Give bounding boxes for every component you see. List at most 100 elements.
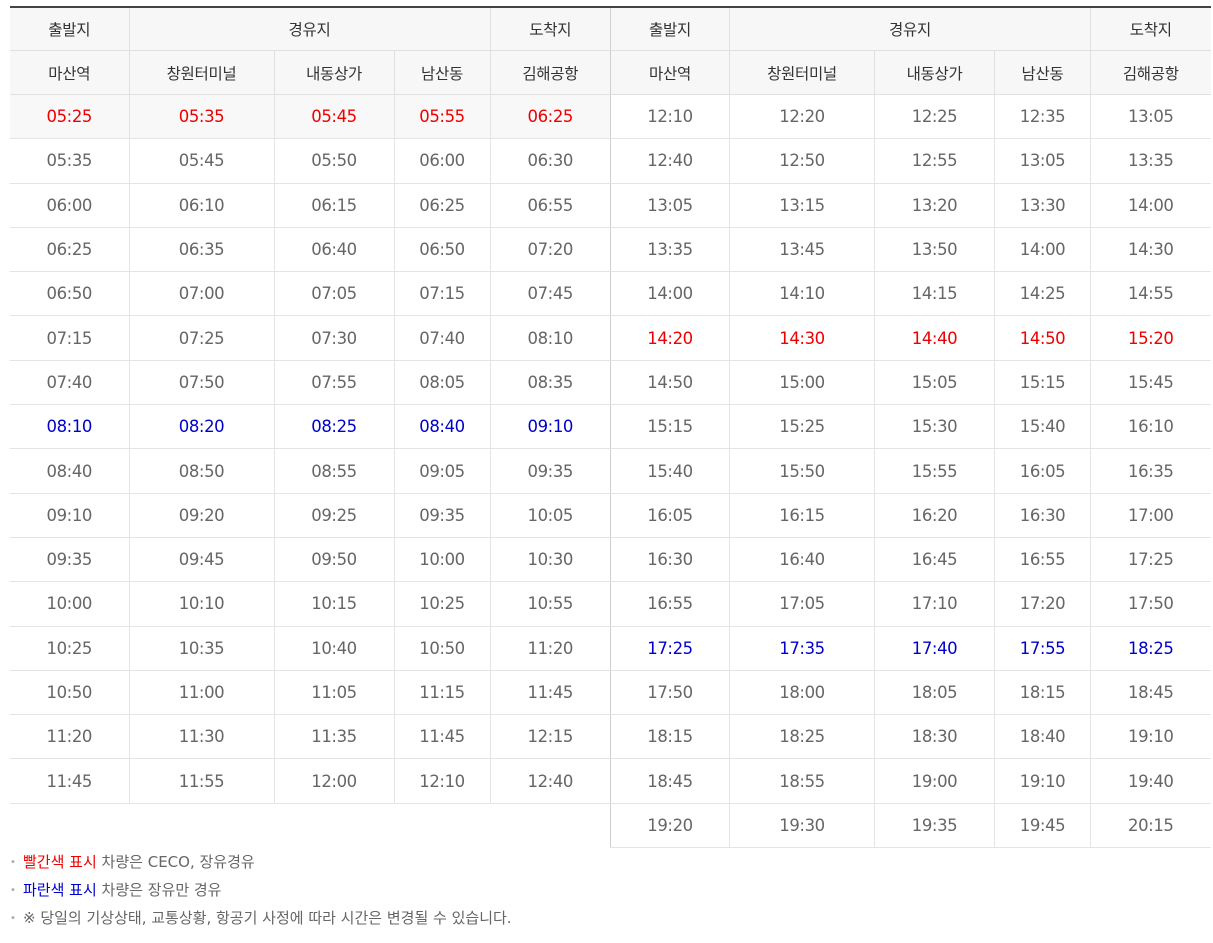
table-row: 16:30 16:40 16:45 16:55 17:25 (610, 537, 1211, 583)
time-cell: 17:05 (729, 581, 875, 627)
note-red-text: 차량은 CECO, 장유경유 (96, 853, 255, 871)
time-cell: 18:25 (729, 714, 875, 760)
header-stop-naedong: 내동상가 (874, 50, 995, 95)
time-cell: 06:10 (128, 183, 274, 228)
time-cell: 14:10 (729, 271, 875, 317)
time-cell: 16:55 (994, 537, 1091, 583)
time-cell: 13:35 (610, 227, 730, 273)
time-cell: 20:15 (1090, 803, 1211, 849)
time-cell: 18:15 (610, 714, 730, 760)
time-cell: 14:30 (1090, 227, 1211, 273)
time-cell: 08:35 (489, 360, 610, 406)
time-cell: 11:45 (10, 758, 129, 804)
time-cell: 06:35 (128, 227, 274, 273)
time-cell: 14:40 (874, 315, 995, 361)
table-row: 10:00 10:10 10:15 10:25 10:55 (10, 581, 610, 627)
time-cell: 06:25 (10, 227, 129, 273)
time-cell: 09:45 (128, 537, 274, 583)
time-cell: 10:10 (128, 581, 274, 627)
time-cell: 16:40 (729, 537, 875, 583)
time-cell: 14:25 (994, 271, 1091, 317)
time-cell: 13:30 (994, 183, 1091, 228)
time-cell: 12:15 (489, 714, 610, 760)
time-cell: 18:25 (1090, 626, 1211, 671)
time-cell: 06:25 (489, 94, 610, 140)
time-cell: 05:55 (393, 94, 490, 140)
time-cell: 10:05 (489, 493, 610, 538)
table-row: 05:25 05:35 05:45 05:55 06:25 (10, 94, 610, 140)
time-cell: 12:50 (729, 138, 875, 184)
time-cell: 17:20 (994, 581, 1091, 627)
time-cell: 09:20 (128, 493, 274, 538)
time-cell: 18:00 (729, 670, 875, 716)
time-cell: 19:40 (1090, 758, 1211, 804)
time-cell: 07:50 (128, 360, 274, 406)
table-row: 05:35 05:45 05:50 06:00 06:30 (10, 138, 610, 184)
time-cell: 14:30 (729, 315, 875, 361)
time-cell: 19:10 (1090, 714, 1211, 760)
header-arrival: 도착지 (1090, 7, 1211, 51)
time-cell: 17:40 (874, 626, 995, 671)
note-red-label: 빨간색 표시 (23, 853, 97, 871)
time-cell: 14:50 (610, 360, 730, 406)
time-cell: 11:05 (273, 670, 394, 716)
time-cell: 11:15 (393, 670, 490, 716)
time-cell: 13:35 (1090, 138, 1211, 184)
time-cell: 08:50 (128, 448, 274, 494)
time-cell: 15:45 (1090, 360, 1211, 406)
bullet-icon: • (10, 856, 16, 868)
header-departure: 출발지 (610, 7, 730, 51)
time-cell: 09:10 (10, 493, 129, 538)
time-cell: 14:00 (610, 271, 730, 317)
time-cell: 11:45 (489, 670, 610, 716)
time-cell: 11:30 (128, 714, 274, 760)
time-cell: 14:00 (994, 227, 1091, 273)
time-cell: 05:35 (128, 94, 274, 140)
header-stop-changwon-terminal: 창원터미널 (128, 50, 274, 95)
time-cell: 12:40 (489, 758, 610, 804)
time-cell: 16:15 (729, 493, 875, 538)
time-cell: 10:35 (128, 626, 274, 671)
time-cell: 07:05 (273, 271, 394, 317)
time-cell: 14:15 (874, 271, 995, 317)
time-cell: 05:45 (273, 94, 394, 140)
time-cell: 08:05 (393, 360, 490, 406)
time-cell: 11:35 (273, 714, 394, 760)
table-row: 19:20 19:30 19:35 19:45 20:15 (610, 803, 1211, 849)
time-cell: 10:30 (489, 537, 610, 583)
table-row: 08:40 08:50 08:55 09:05 09:35 (10, 448, 610, 494)
time-cell: 16:05 (610, 493, 730, 538)
time-cell: 10:40 (273, 626, 394, 671)
time-cell: 12:55 (874, 138, 995, 184)
bullet-icon: • (10, 912, 16, 924)
table-row: 14:00 14:10 14:15 14:25 14:55 (610, 271, 1211, 317)
time-cell: 07:30 (273, 315, 394, 361)
time-cell: 11:00 (128, 670, 274, 716)
time-cell: 18:40 (994, 714, 1091, 760)
time-cell: 13:20 (874, 183, 995, 228)
header-via: 경유지 (128, 7, 490, 51)
time-cell: 17:25 (1090, 537, 1211, 583)
timetable-left: 출발지 경유지 도착지 마산역 창원터미널 내동상가 남산동 김해공항 05:2… (10, 6, 610, 804)
time-cell: 10:25 (10, 626, 129, 671)
time-cell: 08:40 (10, 448, 129, 494)
time-cell: 12:25 (874, 94, 995, 140)
time-cell: 18:30 (874, 714, 995, 760)
time-cell: 07:20 (489, 227, 610, 273)
time-cell: 13:45 (729, 227, 875, 273)
table-row: 10:25 10:35 10:40 10:50 11:20 (10, 626, 610, 671)
time-cell: 08:25 (273, 404, 394, 450)
table-row: 06:00 06:10 06:15 06:25 06:55 (10, 183, 610, 228)
table-row: 13:35 13:45 13:50 14:00 14:30 (610, 227, 1211, 273)
time-cell: 17:00 (1090, 493, 1211, 538)
time-cell: 13:05 (994, 138, 1091, 184)
note-notice: • ※ 당일의 기상상태, 교통상황, 항공기 사정에 따라 시간은 변경될 수 … (10, 908, 512, 936)
note-blue-label: 파란색 표시 (23, 881, 97, 899)
time-cell: 10:55 (489, 581, 610, 627)
time-cell: 09:10 (489, 404, 610, 450)
time-cell: 12:35 (994, 94, 1091, 140)
table-row: 10:50 11:00 11:05 11:15 11:45 (10, 670, 610, 716)
time-cell: 07:40 (393, 315, 490, 361)
time-cell: 18:45 (1090, 670, 1211, 716)
header-stop-gimhae-airport: 김해공항 (489, 50, 610, 95)
